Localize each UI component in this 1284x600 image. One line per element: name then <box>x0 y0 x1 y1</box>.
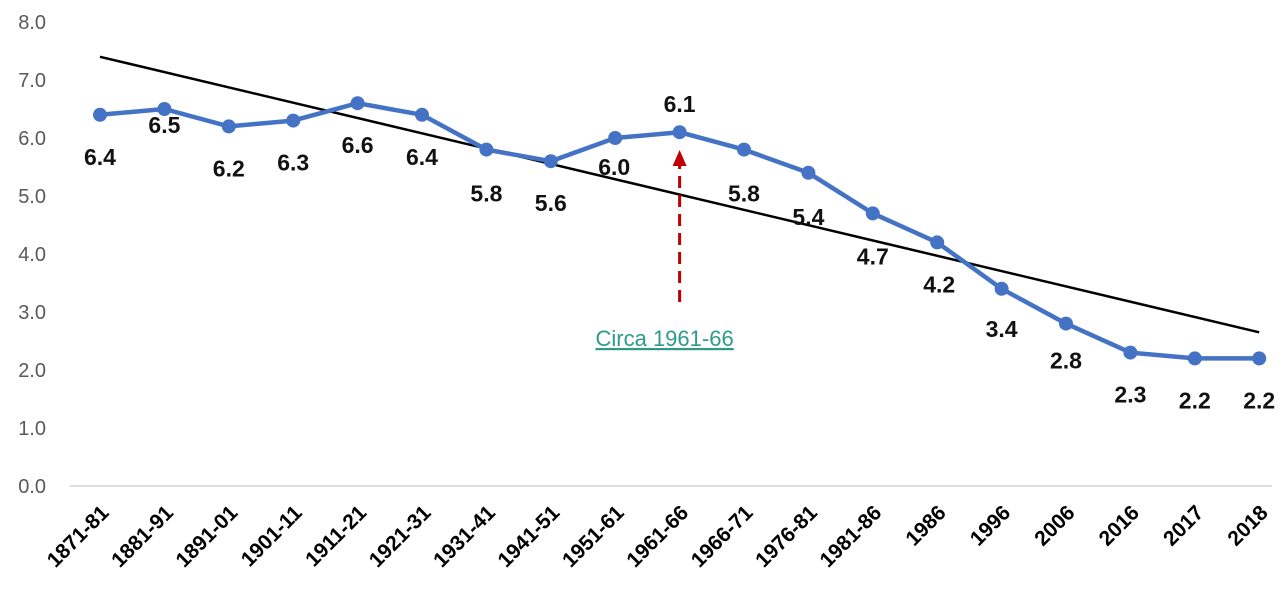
annotation: Circa 1961-66 <box>596 150 734 351</box>
data-point <box>93 107 107 122</box>
data-point <box>1059 316 1073 331</box>
data-point <box>672 125 687 140</box>
data-point <box>157 102 172 116</box>
data-point <box>221 119 236 134</box>
data-label: 2.2 <box>1179 387 1211 413</box>
y-tick-label: 1.0 <box>18 418 46 440</box>
y-tick-label: 5.0 <box>18 186 46 208</box>
x-tick-label: 2016 <box>1095 501 1144 550</box>
data-label: 4.2 <box>923 271 955 297</box>
y-tick-label: 3.0 <box>18 302 46 324</box>
series-points <box>93 96 1267 366</box>
data-label: 6.2 <box>213 155 245 181</box>
trendline <box>99 55 1260 334</box>
x-tick-label: 1951-61 <box>558 501 629 572</box>
data-point <box>608 131 623 145</box>
data-point <box>737 142 751 157</box>
data-point <box>350 96 365 111</box>
data-label: 5.8 <box>470 181 502 207</box>
data-label: 6.4 <box>406 144 438 170</box>
data-point <box>1187 351 1202 366</box>
data-point <box>801 165 816 180</box>
data-labels: 6.4 6.5 6.2 6.3 6.6 6.4 5.8 5.6 6.0 6.1 5.8 5.4 4.7 4… <box>84 91 1275 413</box>
data-label: 6.4 <box>84 144 116 170</box>
data-point <box>994 281 1009 296</box>
data-point <box>286 113 301 128</box>
data-label: 4.7 <box>857 243 889 269</box>
y-tick-label: 7.0 <box>18 70 46 92</box>
data-label: 2.2 <box>1243 387 1275 413</box>
data-label: 6.1 <box>664 91 696 117</box>
x-tick-label: 1881-91 <box>107 501 178 572</box>
data-point <box>543 154 558 169</box>
x-tick-label: 1981-86 <box>816 501 887 572</box>
annotation-label: Circa 1961-66 <box>596 326 734 351</box>
x-tick-label: 2006 <box>1030 501 1079 550</box>
data-label: 6.0 <box>598 154 630 180</box>
y-tick-label: 0.0 <box>18 476 46 498</box>
x-tick-label: 1911-21 <box>301 501 371 571</box>
x-tick-label: 2017 <box>1159 501 1208 550</box>
data-point <box>930 235 945 250</box>
x-tick-label: 1941-51 <box>494 501 565 572</box>
y-tick-label: 2.0 <box>18 360 46 382</box>
data-label: 5.4 <box>792 204 824 230</box>
data-point <box>479 142 494 157</box>
data-label: 2.3 <box>1114 382 1146 408</box>
x-tick-label: 1961-66 <box>622 501 693 572</box>
x-tick-label: 1871-81 <box>43 501 114 572</box>
data-point <box>415 107 429 122</box>
x-axis-tick-labels: 1871-811881-911891-011901-111911-211921-… <box>43 501 1273 572</box>
data-point <box>1252 351 1267 366</box>
y-axis-tick-labels: 0.0 1.0 2.0 3.0 4.0 5.0 6.0 7.0 8.0 <box>18 12 46 498</box>
annotation-arrowhead <box>672 150 687 166</box>
data-label: 2.8 <box>1050 348 1082 374</box>
data-label: 5.8 <box>728 181 760 207</box>
data-label: 6.3 <box>277 150 309 176</box>
x-tick-label: 2018 <box>1223 501 1273 551</box>
x-tick-label: 1901-11 <box>237 501 307 571</box>
x-tick-label: 1891-01 <box>172 501 243 572</box>
y-tick-label: 6.0 <box>18 128 46 150</box>
data-point <box>865 206 880 221</box>
data-label: 5.6 <box>535 190 567 216</box>
x-tick-label: 1976-81 <box>751 501 822 572</box>
y-tick-label: 4.0 <box>18 244 46 266</box>
y-tick-label: 8.0 <box>18 12 46 34</box>
x-tick-label: 1931-41 <box>429 501 500 572</box>
x-tick-label: 1921-31 <box>365 501 436 572</box>
data-label: 3.4 <box>986 316 1018 342</box>
x-tick-label: 1966-71 <box>687 501 758 572</box>
x-tick-label: 1986 <box>901 501 950 550</box>
data-label: 6.6 <box>342 132 374 158</box>
series-line <box>99 100 1260 361</box>
data-point <box>1123 345 1138 360</box>
x-tick-label: 1996 <box>966 501 1015 550</box>
data-label: 6.5 <box>148 112 180 138</box>
